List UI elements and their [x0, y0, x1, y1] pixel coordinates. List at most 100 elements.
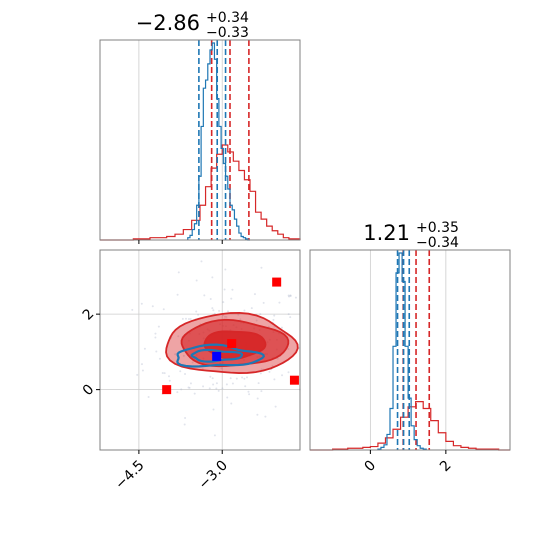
scatter-point [143, 347, 146, 350]
scatter-point [289, 316, 292, 319]
scatter-point [260, 266, 263, 269]
scatter-point [248, 393, 251, 396]
histogram-step-series-1 [310, 401, 510, 451]
axes-frame [99, 39, 301, 241]
scatter-point [154, 332, 157, 335]
axes-frame [99, 249, 301, 451]
scatter-point [140, 363, 143, 366]
scatter-point [294, 296, 297, 299]
histogram-series [310, 250, 510, 451]
blue-contour-inner [190, 348, 244, 363]
scatter-point [287, 294, 290, 297]
x-tick-label: 2 [437, 457, 455, 475]
scatter-point [193, 392, 196, 395]
marker-square-1 [272, 277, 282, 287]
scatter-point [182, 354, 185, 357]
scatter-point [177, 335, 180, 338]
scatter-point [220, 367, 223, 370]
scatter-point [262, 301, 265, 304]
scatter-point [274, 405, 277, 408]
y-tick-label: 2 [80, 306, 98, 324]
x-ticks: −4.5 −3.0 [112, 450, 231, 493]
marker-square-2 [289, 375, 299, 385]
scatter-point [215, 387, 218, 390]
scatter-point [281, 374, 284, 377]
histogram-step-series-1 [100, 144, 301, 241]
scatter-point [224, 268, 227, 271]
x-tick-label: −3.0 [196, 457, 231, 492]
scatter-point [184, 373, 187, 376]
scatter-point [195, 279, 198, 282]
scatter-point [241, 376, 244, 379]
scatter-point [245, 376, 248, 379]
scatter-point [253, 293, 256, 296]
scatter-point [203, 294, 206, 297]
scatter-point [187, 318, 190, 321]
scatter-point [273, 378, 276, 381]
scatter-point [183, 423, 186, 426]
scatter-point [215, 382, 218, 385]
scatter-point [136, 373, 139, 376]
scatter-point [208, 387, 211, 390]
scatter-point [212, 383, 215, 386]
scatter-point [264, 415, 267, 418]
scatter-point [140, 302, 143, 305]
scatter-point [155, 350, 158, 353]
scatter-point [229, 377, 232, 380]
scatter-point [154, 336, 157, 339]
panel-bottom-left-contour: −4.5 −3.0 02 [80, 249, 301, 493]
scatter-point [244, 385, 247, 388]
markers [162, 277, 299, 395]
scatter-point [211, 276, 214, 279]
scatter-point [218, 309, 221, 312]
scatter-point [231, 382, 234, 385]
y-ticks: 02 [80, 306, 100, 399]
scatter-point [231, 288, 234, 291]
scatter-point [141, 369, 144, 372]
scatter-point [288, 295, 291, 298]
scatter-point [213, 434, 216, 437]
title-plus-param-1: +0.34 [206, 10, 249, 26]
scatter-point [191, 361, 194, 364]
scatter-point [272, 318, 275, 321]
scatter-point [217, 389, 220, 392]
scatter-point [188, 386, 191, 389]
scatter-point [289, 294, 292, 297]
scatter-point [202, 385, 205, 388]
scatter-point [278, 301, 281, 304]
scatter-point [211, 307, 214, 310]
scatter-point [230, 402, 233, 405]
scatter-point [181, 317, 184, 320]
scatter-point [176, 293, 179, 296]
scatter-point [287, 371, 290, 374]
scatter-point [256, 413, 259, 416]
x-tick-label: −4.5 [112, 457, 147, 492]
scatter-point [184, 317, 187, 320]
scatter-point [235, 377, 238, 380]
scatter-point [225, 315, 228, 318]
scatter-point [162, 308, 165, 311]
marker-square-5 [227, 339, 237, 349]
blue-contour-outer [176, 343, 265, 368]
scatter-point [222, 301, 225, 304]
scatter-point [287, 347, 290, 350]
title-minus-param-2: −0.34 [416, 235, 459, 251]
scatter-point [209, 375, 212, 378]
scatter-point [237, 313, 240, 316]
grid [138, 40, 223, 240]
scatter-point [259, 372, 262, 375]
title-minus-param-1: −0.33 [206, 25, 249, 41]
scatter-point [271, 364, 274, 367]
scatter-point [257, 382, 260, 385]
scatter-point [276, 357, 279, 360]
histogram-step-series-2 [377, 252, 427, 450]
scatter-point [226, 310, 229, 313]
scatter-point [184, 416, 187, 419]
scatter-point [212, 408, 215, 411]
x-tick-label: 0 [362, 457, 380, 475]
scatter-point [287, 313, 290, 316]
scatter-point [226, 396, 229, 399]
scatter-point [151, 305, 154, 308]
